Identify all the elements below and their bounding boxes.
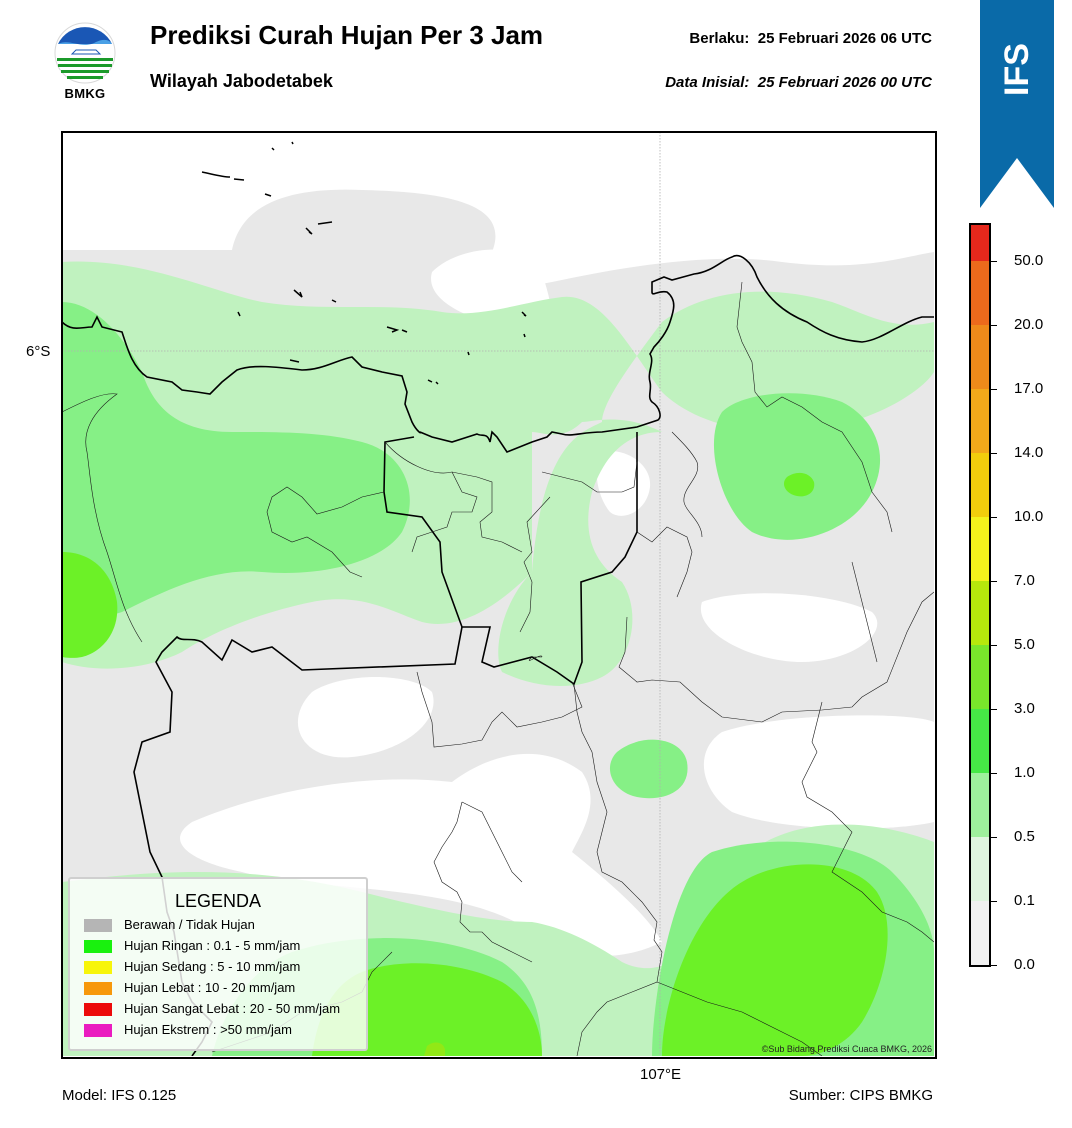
map-legend: LEGENDA Berawan / Tidak Hujan Hujan Ring… <box>68 877 368 1051</box>
clear-patch <box>297 677 434 758</box>
page-title: Prediksi Curah Hujan Per 3 Jam <box>150 20 544 50</box>
init-time: Data Inisial: 25 Februari 2026 00 UTC <box>665 74 932 91</box>
islands <box>201 141 527 385</box>
colorbar-segment <box>971 901 989 965</box>
colorbar-segment <box>971 581 989 645</box>
light-rain-area <box>713 393 881 540</box>
legend-label: Hujan Sedang : 5 - 10 mm/jam <box>124 959 301 974</box>
moderate-rain-area <box>62 552 118 658</box>
legend-label: Hujan Lebat : 10 - 20 mm/jam <box>124 980 296 995</box>
legend-swatch <box>84 940 112 953</box>
moderate-rain-area <box>783 472 815 497</box>
legend-swatch <box>84 961 112 974</box>
colorbar-segment <box>971 773 989 837</box>
light-rain-area <box>62 302 410 617</box>
colorbar-tick-label: 14.0 <box>1014 444 1044 461</box>
legend-title: LEGENDA <box>174 891 262 911</box>
colorbar-tick-label: 1.0 <box>1014 764 1035 781</box>
colorbar-tick <box>989 773 997 774</box>
colorbar-segment <box>971 389 989 453</box>
colorbar <box>969 223 991 967</box>
heavy-rain-spot <box>424 1042 445 1056</box>
ifs-badge-text: IFS <box>998 43 1036 97</box>
model-label: Model: IFS 0.125 <box>62 1087 177 1104</box>
colorbar-segment <box>971 325 989 389</box>
clear-patch <box>700 593 878 662</box>
colorbar-tick-label: 0.5 <box>1014 828 1035 845</box>
latitude-label: 6°S <box>26 343 51 360</box>
colorbar-tick <box>989 389 997 390</box>
legend-swatch <box>84 919 112 932</box>
valid-time: Berlaku: 25 Februari 2026 06 UTC <box>689 30 932 47</box>
district-borders <box>62 281 934 1056</box>
colorbar-segment <box>971 645 989 709</box>
page-subtitle: Wilayah Jabodetabek <box>150 71 333 91</box>
precipitation-map <box>62 132 934 1056</box>
colorbar-tick <box>989 965 997 966</box>
colorbar-tick <box>989 517 997 518</box>
colorbar-segment <box>971 709 989 773</box>
colorbar-tick-label: 50.0 <box>1014 252 1044 269</box>
legend-label: Hujan Ringan : 0.1 - 5 mm/jam <box>124 938 301 953</box>
colorbar-tick-label: 3.0 <box>1014 700 1035 717</box>
colorbar-tick-label: 20.0 <box>1014 316 1044 333</box>
source-label: Sumber: CIPS BMKG <box>788 1087 933 1104</box>
clear-patch <box>703 715 934 829</box>
colorbar-tick-label: 5.0 <box>1014 636 1035 653</box>
light-rain-area <box>609 739 688 799</box>
clear-patch <box>180 753 662 956</box>
legend-swatch <box>84 982 112 995</box>
colorbar-tick-label: 7.0 <box>1014 572 1035 589</box>
colorbar-segment <box>971 837 989 901</box>
colorbar-tick <box>989 709 997 710</box>
colorbar-tick <box>989 901 997 902</box>
province-border <box>383 432 638 686</box>
ifs-banner <box>980 0 1054 208</box>
legend-label: Hujan Sangat Lebat : 20 - 50 mm/jam <box>124 1001 341 1016</box>
logo-text: BMKG <box>64 86 106 101</box>
longitude-label: 107°E <box>640 1066 682 1083</box>
colorbar-tick <box>989 325 997 326</box>
coastline <box>62 255 934 453</box>
bmkg-logo <box>54 22 116 84</box>
legend-swatch <box>84 1003 112 1016</box>
colorbar-tick <box>989 837 997 838</box>
colorbar-tick <box>989 645 997 646</box>
legend-swatch <box>84 1024 112 1037</box>
colorbar-tick-label: 10.0 <box>1014 508 1044 525</box>
legend-label: Hujan Ekstrem : >50 mm/jam <box>124 1022 292 1037</box>
colorbar-segment <box>971 517 989 581</box>
colorbar-tick <box>989 261 997 262</box>
legend-label: Berawan / Tidak Hujan <box>124 917 255 932</box>
moderate-rain-area <box>312 963 542 1056</box>
clear-patch <box>771 178 852 225</box>
colorbar-segment <box>971 225 989 261</box>
colorbar-tick-label: 0.1 <box>1014 892 1035 909</box>
colorbar-tick <box>989 453 997 454</box>
colorbar-tick-label: 17.0 <box>1014 380 1044 397</box>
colorbar-tick <box>989 581 997 582</box>
colorbar-segment <box>971 453 989 517</box>
colorbar-segment <box>971 261 989 325</box>
colorbar-tick-label: 0.0 <box>1014 956 1035 973</box>
map-copyright: ©Sub Bidang Prediksi Cuaca BMKG, 2026 <box>761 1044 932 1054</box>
moderate-rain-area <box>662 864 888 1056</box>
